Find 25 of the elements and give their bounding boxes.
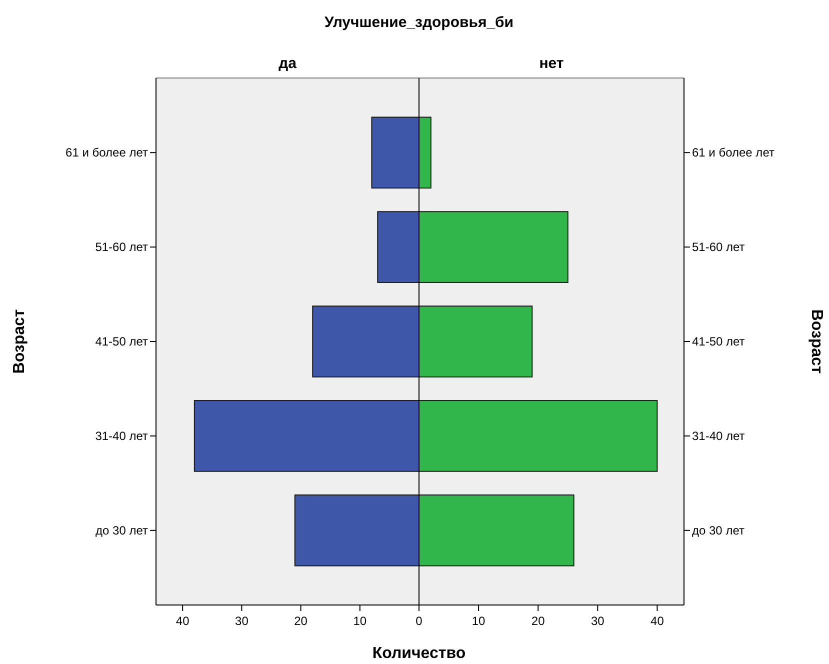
y-tick-label: до 30 лет	[96, 523, 148, 538]
chart-title: да	[278, 55, 298, 72]
x-tick-label: 30	[235, 614, 249, 628]
y-axis-title: Возраст	[11, 309, 28, 374]
x-tick-label: 30	[590, 614, 605, 628]
x-tick-label: 40	[176, 614, 190, 628]
y-tick-label: 31-40 лет	[95, 428, 148, 443]
y-tick-label: 41-50 лет	[95, 334, 148, 348]
x-tick-label: 20	[531, 614, 546, 628]
y-tick-label: 61 и более лет	[66, 146, 148, 160]
x-tick-label: 10	[353, 614, 367, 628]
y-tick-label: 61 и более лет	[692, 146, 775, 160]
y-tick-label: до 30 лет	[692, 523, 745, 538]
y-tick-label: 51-60 лет	[692, 240, 746, 254]
x-tick-label: 0	[416, 614, 423, 628]
x-tick-label: 20	[294, 614, 308, 628]
y-axis-title: Возраст	[808, 309, 825, 374]
y-tick-label: 51-60 лет	[95, 240, 148, 254]
x-axis-title: Количество	[372, 645, 466, 662]
chart-title: нет	[539, 55, 564, 72]
y-tick-label: 41-50 лет	[692, 334, 746, 348]
text: Улучшение_здоровья_би	[324, 14, 514, 31]
x-tick-label: 40	[650, 614, 664, 628]
y-tick-label: 31-40 лет	[692, 428, 746, 443]
x-tick-label: 10	[472, 614, 486, 628]
